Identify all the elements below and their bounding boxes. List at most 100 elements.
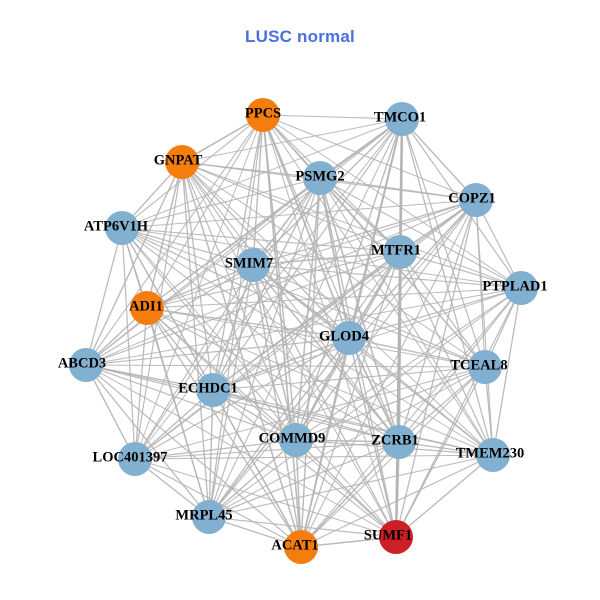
graph-edge xyxy=(85,364,136,460)
graph-edge xyxy=(492,287,522,456)
graph-edge xyxy=(181,161,522,289)
graph-edge xyxy=(134,441,400,460)
graph-edge xyxy=(146,307,214,391)
graph-edge xyxy=(121,227,136,460)
graph-edge xyxy=(121,227,522,289)
graph-edge xyxy=(85,287,522,366)
graph-edge xyxy=(134,389,214,460)
graph-edge xyxy=(262,114,400,443)
graph-node-commd9[interactable] xyxy=(279,423,313,457)
graph-edge xyxy=(146,307,486,368)
graph-node-ptplad1[interactable] xyxy=(504,271,538,305)
graph-edge xyxy=(300,199,477,548)
graph-node-glod4[interactable] xyxy=(332,321,366,355)
graph-edge xyxy=(252,264,397,538)
graph-edge xyxy=(295,439,397,538)
graph-edge xyxy=(262,114,522,289)
graph-edge xyxy=(181,161,486,368)
graph-node-ppcs[interactable] xyxy=(246,98,280,132)
graph-edge xyxy=(252,199,477,266)
graph-edge xyxy=(399,251,522,289)
graph-node-echdc1[interactable] xyxy=(196,373,230,407)
graph-edge xyxy=(121,227,486,368)
graph-node-adi1[interactable] xyxy=(130,291,164,325)
graph-edge xyxy=(319,177,400,443)
graph-edge xyxy=(121,118,403,229)
graph-node-mrpl45[interactable] xyxy=(192,500,226,534)
graph-edge xyxy=(85,364,210,518)
graph-node-abcd3[interactable] xyxy=(69,348,103,382)
graph-edge xyxy=(85,364,486,368)
graph-edge xyxy=(300,287,522,548)
graph-node-sumf1[interactable] xyxy=(379,520,413,554)
graph-edge xyxy=(208,454,494,518)
graph-edge xyxy=(295,439,302,548)
graph-edge xyxy=(146,307,400,443)
graph-edge xyxy=(348,337,400,443)
graph-edge xyxy=(212,251,401,391)
graph-node-atp6v1h[interactable] xyxy=(105,211,139,245)
graph-node-mtfr1[interactable] xyxy=(383,235,417,269)
page-title: LUSC normal xyxy=(245,27,355,46)
graph-edge xyxy=(146,264,254,309)
graph-node-gnpat[interactable] xyxy=(165,145,199,179)
graph-edge xyxy=(85,364,400,443)
graph-edge xyxy=(146,114,264,309)
graph-edge xyxy=(401,118,494,456)
graph-edge xyxy=(252,264,302,548)
graph-edge xyxy=(121,227,400,443)
graph-edge xyxy=(395,366,486,538)
graph-edge xyxy=(401,118,477,201)
graph-edge xyxy=(395,199,477,538)
graph-edge xyxy=(134,264,254,460)
graph-node-tceal8[interactable] xyxy=(468,350,502,384)
graph-edge xyxy=(475,199,494,456)
graph-edge xyxy=(348,337,486,368)
graph-edge xyxy=(212,114,264,391)
graph-edge xyxy=(134,454,494,460)
graph-node-tmem230[interactable] xyxy=(476,438,510,472)
graph-node-acat1[interactable] xyxy=(284,530,318,564)
graph-node-tmco1[interactable] xyxy=(385,102,419,136)
graph-edge xyxy=(348,287,522,339)
graph-edge xyxy=(348,337,494,456)
graph-edge xyxy=(121,199,477,229)
graph-edge xyxy=(208,337,350,518)
graph-edge xyxy=(85,227,123,366)
graph-edge xyxy=(181,161,401,253)
graph-edge xyxy=(252,264,486,368)
graph-node-loc401397[interactable] xyxy=(118,442,152,476)
graph-node-smim7[interactable] xyxy=(236,248,270,282)
graph-edge xyxy=(399,251,494,456)
graph-edge xyxy=(212,118,403,391)
graph-edge xyxy=(399,251,486,368)
graph-edge xyxy=(212,389,494,456)
graph-edge xyxy=(181,161,397,538)
graph-edge xyxy=(181,118,403,163)
graph-edge xyxy=(295,439,400,443)
graph-edge xyxy=(212,389,302,548)
graph-edge xyxy=(146,251,401,309)
graph-node-psmg2[interactable] xyxy=(303,161,337,195)
graph-edge xyxy=(208,439,297,518)
graph-node-copz1[interactable] xyxy=(459,183,493,217)
graph-edge xyxy=(252,177,321,266)
graph-edge xyxy=(212,389,397,538)
graph-edge xyxy=(85,264,254,366)
graph-edge xyxy=(146,287,522,309)
graph-edge xyxy=(85,364,302,548)
graph-edge xyxy=(121,227,350,339)
graph-edge xyxy=(134,307,148,460)
graph-edge xyxy=(212,337,350,391)
graph-edge xyxy=(121,227,401,253)
graph-edge xyxy=(262,114,477,201)
graph-edge xyxy=(85,199,477,366)
graph-edge xyxy=(398,287,522,443)
graph-edge xyxy=(146,177,321,309)
graph-edge xyxy=(146,307,350,339)
graph-edge xyxy=(146,307,210,518)
graph-node-zcrb1[interactable] xyxy=(382,425,416,459)
graph-edge xyxy=(85,114,264,366)
